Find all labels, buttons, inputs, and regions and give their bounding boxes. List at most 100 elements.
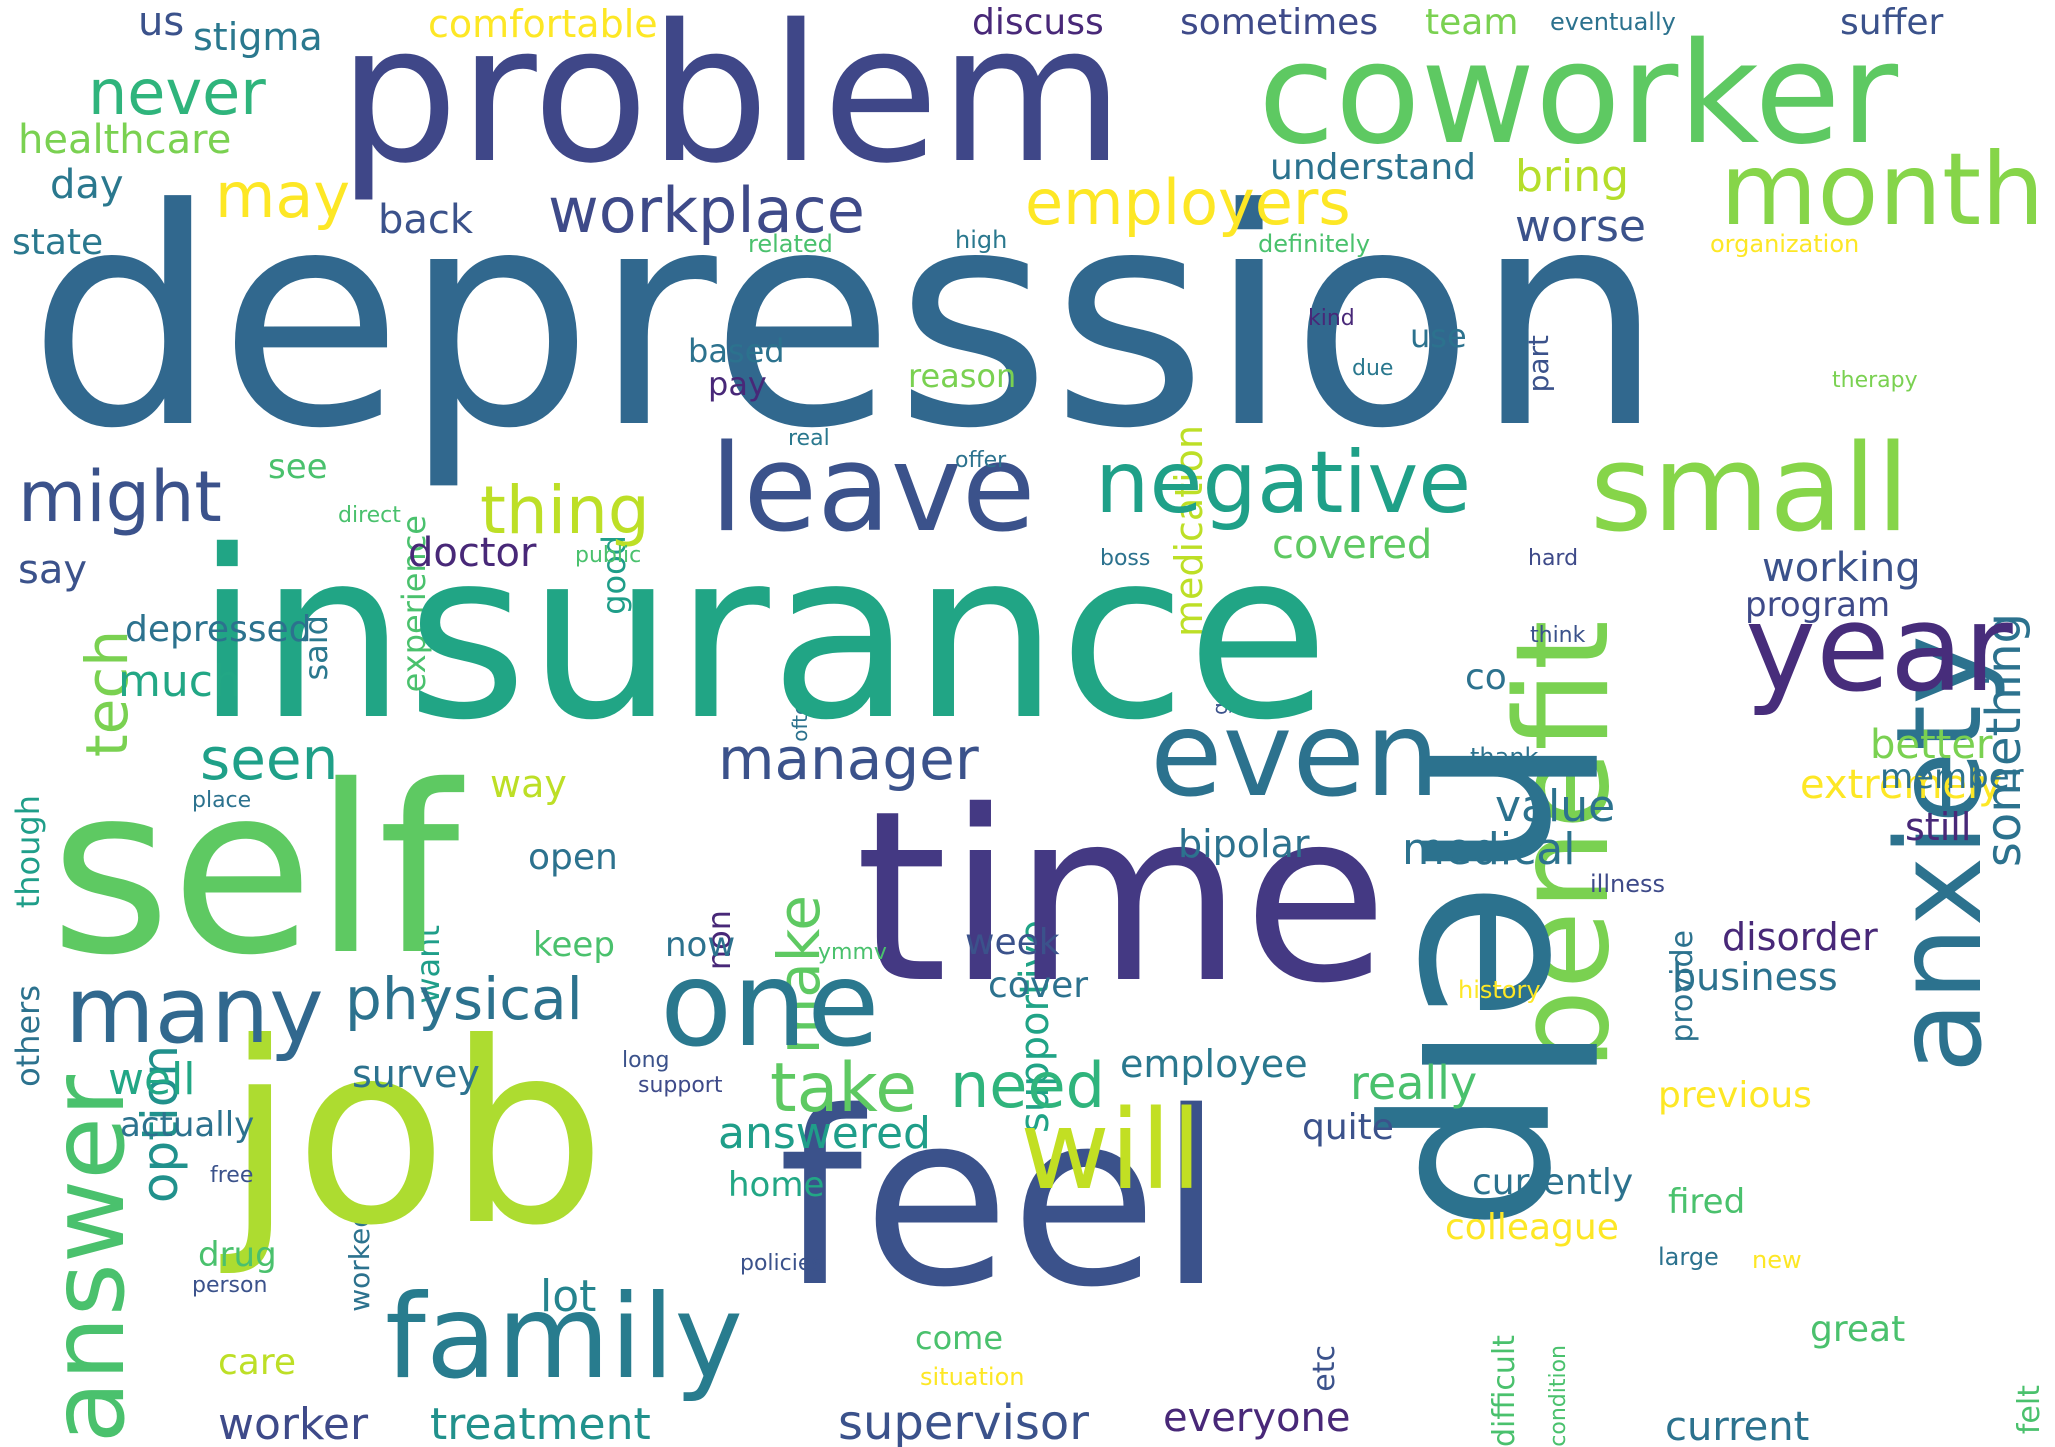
word-day: day xyxy=(50,162,124,208)
word-reason: reason xyxy=(908,357,1017,395)
word-boss: hard xyxy=(1528,546,1579,571)
word-extremely: thank xyxy=(1470,743,1539,771)
word-care: currently xyxy=(1472,1162,1634,1203)
word-bipolar: bipolar xyxy=(1178,822,1310,866)
word-covered: covered xyxy=(1272,522,1433,568)
word-self: self xyxy=(50,736,460,1006)
word-sometimes: sometimes xyxy=(1180,2,1379,43)
word-time: time xyxy=(855,760,1389,1035)
word-pay: pay xyxy=(708,365,767,403)
word-doctor: doctor xyxy=(408,530,537,576)
word-direct: boss xyxy=(1100,546,1151,571)
word-current: current xyxy=(1665,1404,1810,1447)
word-even: even xyxy=(1150,685,1440,823)
word-worker: worker xyxy=(218,1399,369,1447)
word-high: high xyxy=(955,226,1008,254)
word-see: real xyxy=(788,426,830,451)
word-still: disorder xyxy=(1722,915,1878,959)
word-business: program xyxy=(1745,585,1891,625)
word-much: much xyxy=(118,656,241,707)
word-offer: direct xyxy=(338,503,401,528)
word-employers: employers xyxy=(1025,166,1351,239)
word-fired: large xyxy=(1658,1243,1719,1271)
word-one: one xyxy=(660,935,880,1073)
word-worse: worse xyxy=(1515,201,1646,252)
word-small: small xyxy=(1590,420,1910,559)
word-state: state xyxy=(12,222,104,263)
word-person: care xyxy=(218,1342,297,1383)
word-medical: medical xyxy=(1402,824,1576,875)
word-difficult: new xyxy=(1752,1246,1802,1274)
word-leave: leave xyxy=(710,420,1036,559)
word-new: come xyxy=(915,1319,1004,1357)
word-way: open xyxy=(528,837,618,878)
word-supervisor: supervisor xyxy=(838,1395,1090,1447)
word-disorder: previous xyxy=(1658,1075,1812,1116)
word-understand: understand xyxy=(1270,147,1477,188)
word-felt: situation xyxy=(920,1363,1025,1391)
word-co: extremely xyxy=(1800,762,2002,808)
word-past: colleague xyxy=(1445,1207,1619,1248)
word-condition: felt xyxy=(2012,1385,2047,1435)
word-stigma: stigma xyxy=(193,15,323,59)
word-many: many xyxy=(65,957,324,1064)
word-better: member xyxy=(1880,757,2024,797)
word-discuss: discuss xyxy=(972,2,1104,43)
word-depressed: though xyxy=(9,795,47,909)
word-healthcare: healthcare xyxy=(18,117,232,163)
word-organization: organization xyxy=(1710,230,1860,258)
word-take: take xyxy=(770,1049,918,1128)
word-bring: bring xyxy=(1515,151,1630,202)
word-lot: lot xyxy=(540,1271,597,1322)
word-member: place xyxy=(192,788,252,813)
word-drug: policies xyxy=(740,1251,823,1276)
word-manager: manager xyxy=(718,725,979,793)
word-great: history xyxy=(1458,976,1541,1004)
word-back: back xyxy=(378,197,474,243)
word-feel: feel xyxy=(778,1060,1225,1340)
word-thank: value xyxy=(1495,781,1616,832)
word-though: others xyxy=(9,985,47,1087)
word-currently: difficult xyxy=(1487,1335,1522,1447)
word-suffer: suffer xyxy=(1840,2,1944,43)
word-go: think xyxy=(1530,623,1586,648)
word-often: co xyxy=(1465,657,1507,698)
word-value: illness xyxy=(1590,870,1665,898)
word-year: year xyxy=(1745,580,2013,719)
word-need: need xyxy=(950,1049,1105,1122)
word-want: way xyxy=(490,762,567,806)
word-may: may xyxy=(215,159,351,232)
word-long: actually xyxy=(120,1105,255,1145)
word-worked: person xyxy=(192,1273,268,1298)
word-family: family xyxy=(385,1270,744,1405)
word-definitely: definitely xyxy=(1258,230,1371,258)
word-answered: answered xyxy=(718,1108,931,1159)
word-real: offer xyxy=(955,448,1007,473)
word-said: depressed xyxy=(125,609,312,650)
word-now: week xyxy=(965,922,1060,963)
word-support: quite xyxy=(1302,1107,1394,1148)
word-treatment: treatment xyxy=(430,1399,651,1447)
word-survey: support xyxy=(638,1073,723,1098)
word-everyone: everyone xyxy=(1163,1395,1351,1441)
word-thing: thing xyxy=(480,472,650,549)
word-based: based xyxy=(688,332,785,370)
word-ymmv: therapy xyxy=(1832,368,1918,393)
word-use: use xyxy=(1410,317,1467,355)
word-seen: seen xyxy=(200,725,339,793)
word-think: better xyxy=(1870,722,1993,768)
word-comfortable: comfortable xyxy=(428,2,658,46)
word-due: due xyxy=(1352,356,1394,381)
word-us: us xyxy=(138,0,185,45)
word-quite: home xyxy=(728,1165,825,1205)
word-kind: kind xyxy=(1308,306,1355,331)
word-team: team xyxy=(1425,2,1519,43)
word-policies: etc xyxy=(1307,1345,1342,1392)
word-week: cover xyxy=(988,965,1089,1006)
word-etc: fired xyxy=(1668,1182,1746,1222)
word-depression: depression xyxy=(28,145,1665,494)
word-previous: survey xyxy=(352,1052,480,1096)
word-related: related xyxy=(748,230,833,258)
word-public: say xyxy=(18,547,88,593)
